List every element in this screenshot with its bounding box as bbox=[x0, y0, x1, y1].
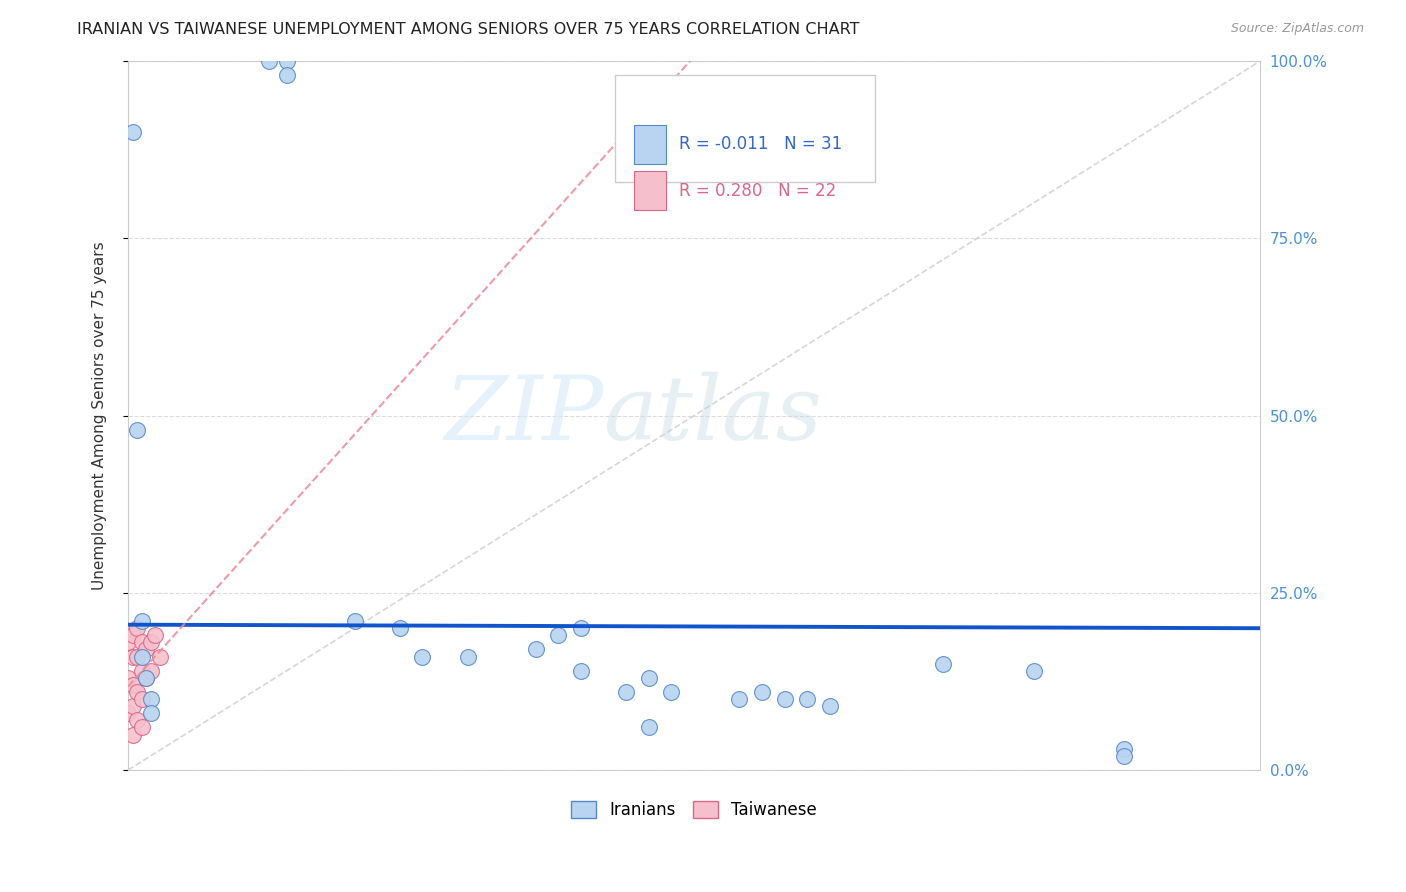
Text: ZIP: ZIP bbox=[444, 372, 603, 459]
Point bbox=[637, 671, 659, 685]
Text: R = -0.011   N = 31: R = -0.011 N = 31 bbox=[679, 136, 842, 153]
Point bbox=[139, 692, 162, 706]
Point bbox=[131, 614, 153, 628]
Point bbox=[117, 671, 139, 685]
Point bbox=[127, 649, 149, 664]
Point bbox=[1022, 664, 1045, 678]
FancyBboxPatch shape bbox=[614, 75, 875, 182]
Legend: Iranians, Taiwanese: Iranians, Taiwanese bbox=[565, 794, 824, 825]
Point bbox=[276, 54, 298, 69]
Text: atlas: atlas bbox=[603, 372, 823, 459]
Point bbox=[131, 635, 153, 649]
Point bbox=[276, 68, 298, 82]
Point bbox=[121, 699, 143, 714]
Point bbox=[388, 621, 411, 635]
Point bbox=[117, 635, 139, 649]
Point bbox=[121, 649, 143, 664]
Point bbox=[143, 628, 166, 642]
Point bbox=[547, 628, 569, 642]
Point bbox=[139, 706, 162, 721]
Point bbox=[637, 721, 659, 735]
Point bbox=[1114, 741, 1136, 756]
Point bbox=[1114, 748, 1136, 763]
Point bbox=[127, 621, 149, 635]
Point bbox=[135, 671, 157, 685]
Point bbox=[524, 642, 547, 657]
Point bbox=[773, 692, 796, 706]
Point bbox=[661, 685, 683, 699]
Point bbox=[135, 642, 157, 657]
Y-axis label: Unemployment Among Seniors over 75 years: Unemployment Among Seniors over 75 years bbox=[93, 241, 107, 590]
Point bbox=[121, 628, 143, 642]
Point bbox=[127, 423, 149, 437]
Text: R = 0.280   N = 22: R = 0.280 N = 22 bbox=[679, 181, 837, 200]
Point bbox=[932, 657, 955, 671]
Point bbox=[121, 125, 143, 139]
Point bbox=[127, 685, 149, 699]
Point bbox=[117, 706, 139, 721]
Point bbox=[135, 671, 157, 685]
Point bbox=[121, 678, 143, 692]
Point bbox=[728, 692, 751, 706]
FancyBboxPatch shape bbox=[634, 125, 666, 164]
Point bbox=[569, 664, 592, 678]
Point bbox=[457, 649, 479, 664]
Point bbox=[411, 649, 433, 664]
Point bbox=[343, 614, 366, 628]
Text: IRANIAN VS TAIWANESE UNEMPLOYMENT AMONG SENIORS OVER 75 YEARS CORRELATION CHART: IRANIAN VS TAIWANESE UNEMPLOYMENT AMONG … bbox=[77, 22, 860, 37]
Point bbox=[127, 714, 149, 728]
Point bbox=[121, 727, 143, 741]
Point bbox=[569, 621, 592, 635]
Point bbox=[131, 649, 153, 664]
Point bbox=[818, 699, 841, 714]
Point bbox=[149, 649, 172, 664]
Text: Source: ZipAtlas.com: Source: ZipAtlas.com bbox=[1230, 22, 1364, 36]
Point bbox=[614, 685, 637, 699]
Point bbox=[131, 692, 153, 706]
Point bbox=[257, 54, 280, 69]
Point bbox=[139, 664, 162, 678]
Point bbox=[796, 692, 818, 706]
Point bbox=[751, 685, 773, 699]
Point bbox=[131, 721, 153, 735]
Point bbox=[131, 664, 153, 678]
FancyBboxPatch shape bbox=[634, 171, 666, 210]
Point bbox=[139, 635, 162, 649]
